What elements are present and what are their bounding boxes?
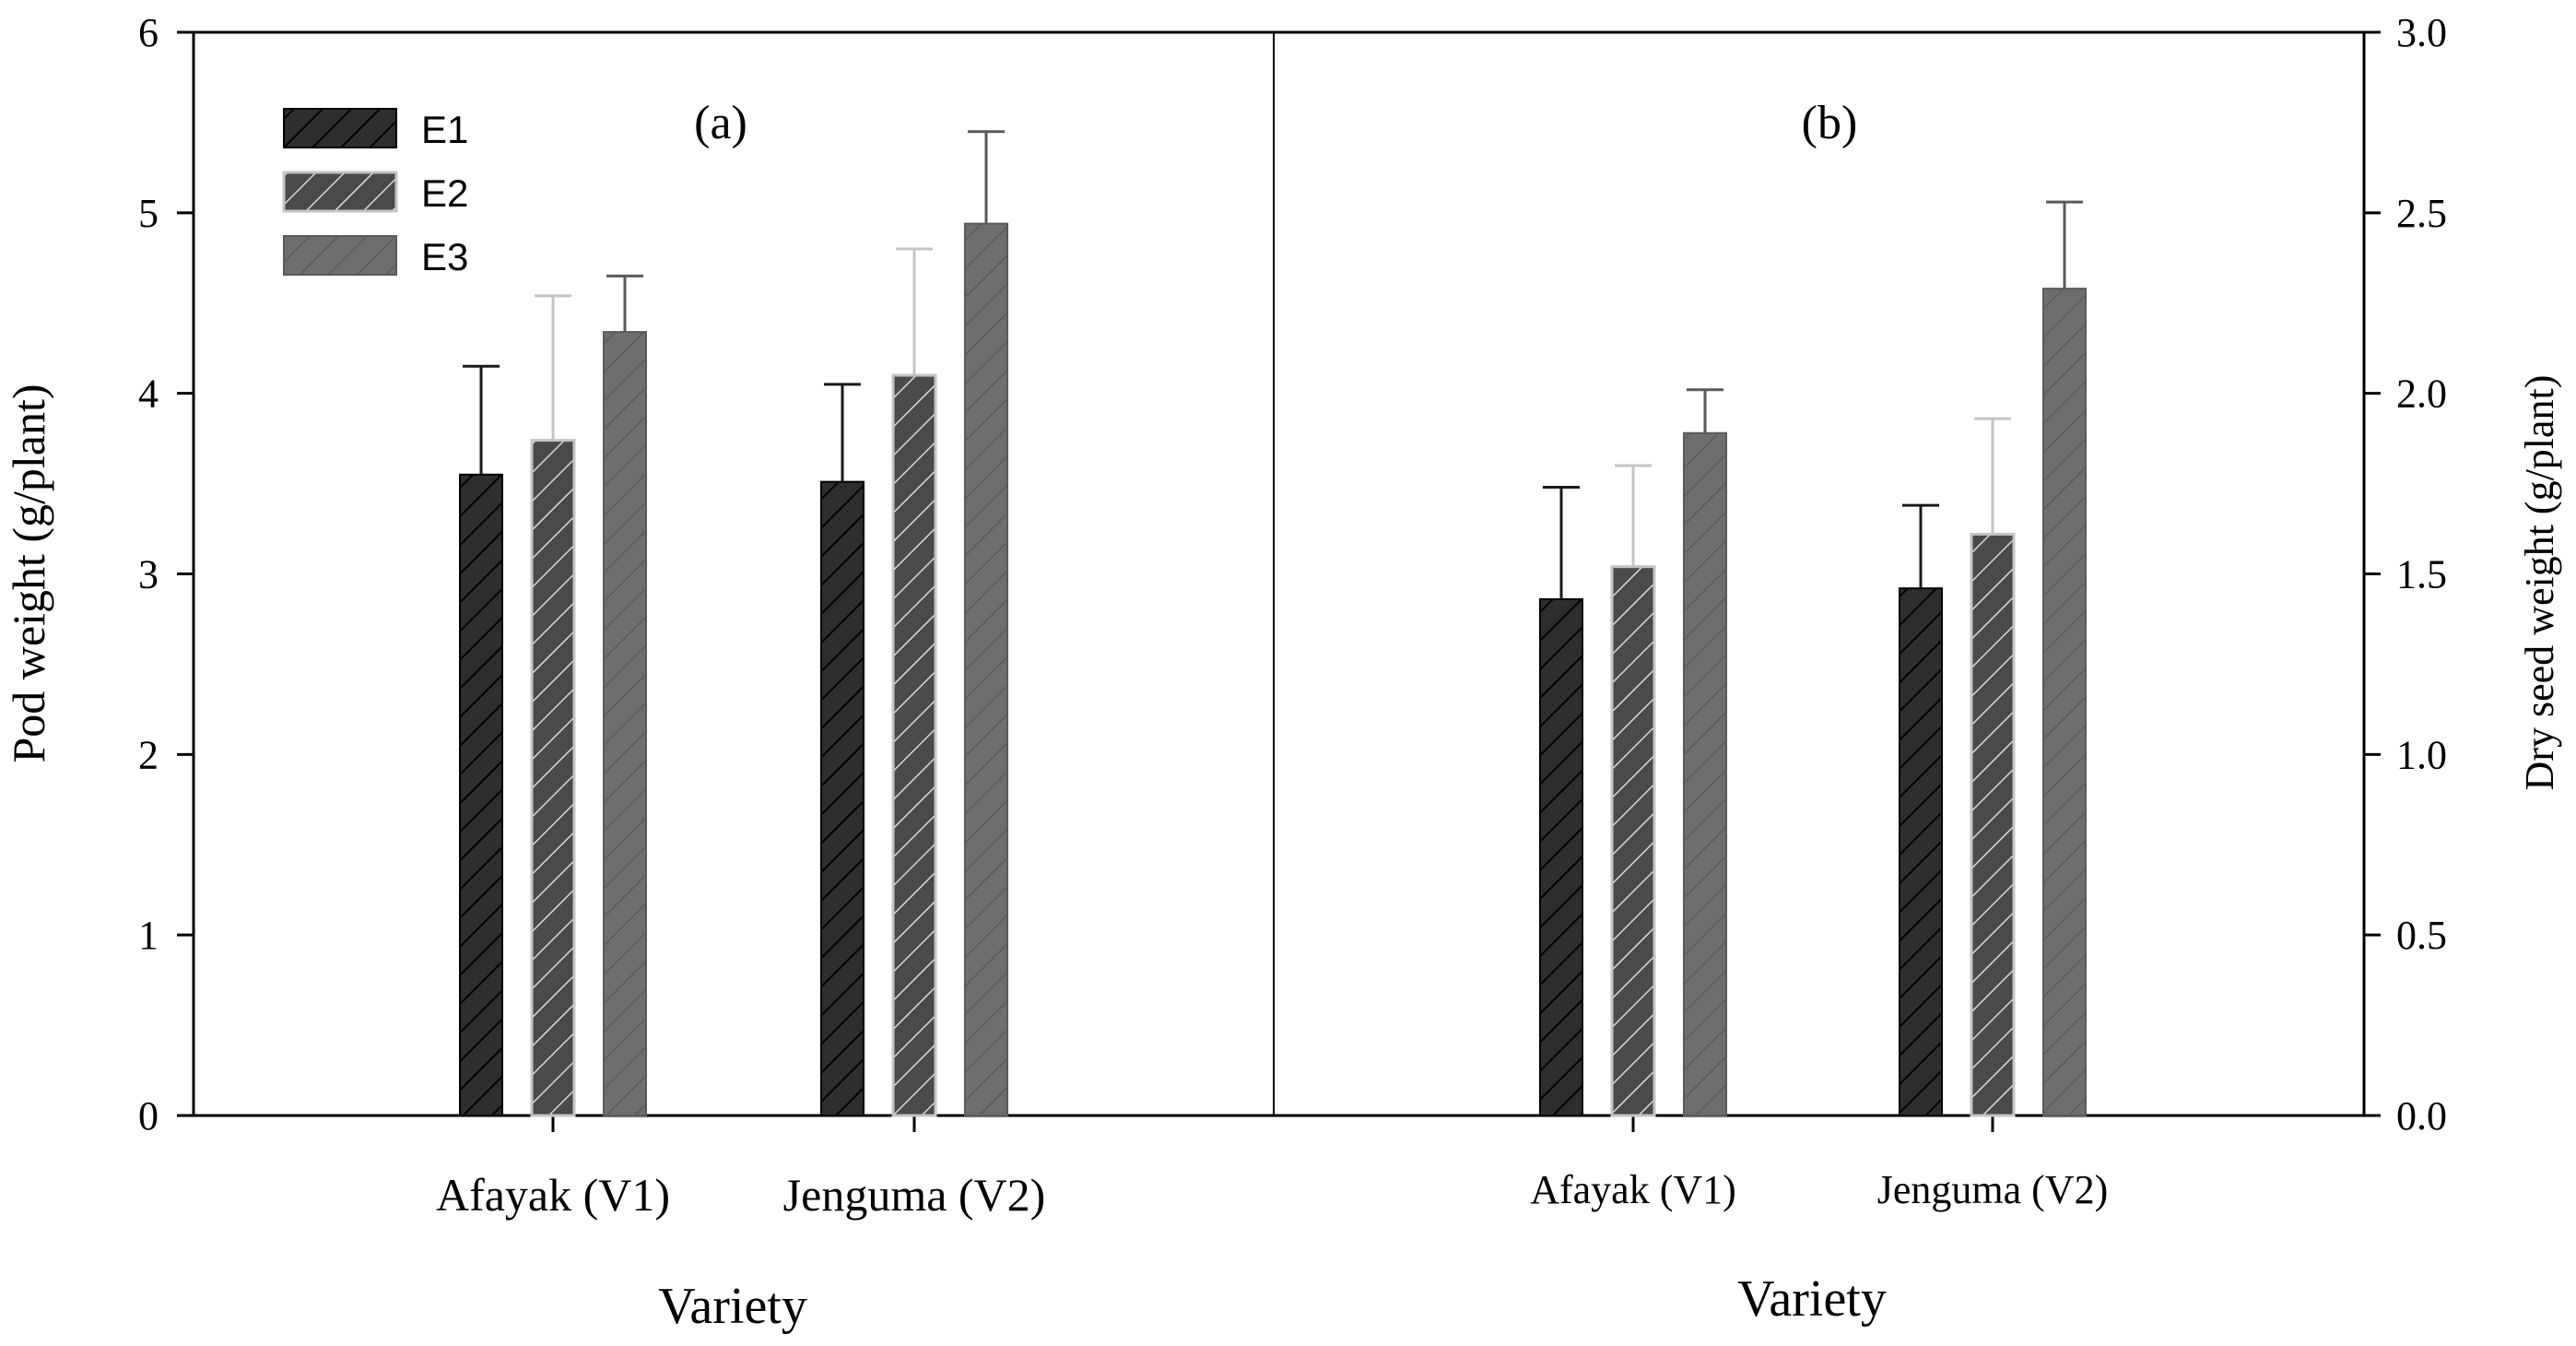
bar-b-e3-jenguma: [2042, 288, 2087, 1117]
x-tick-label-afayak-b: Afayak (V1): [1530, 1167, 1736, 1212]
y-tick-label-right-1: 0.5: [2396, 913, 2447, 958]
x-axis-panel-b: Afayak (V1) Jenguma (V2) Variety: [1530, 1116, 2108, 1328]
y-axis-right: 0.0 0.5 1.0 1.5 2.0 2.5 3.0 Dry seed weight (g…: [2364, 10, 2562, 1139]
y-tick-label-right-3: 1.5: [2396, 552, 2447, 597]
legend-swatch-e1: [283, 108, 397, 148]
bar-b-e1-jenguma: [1899, 587, 1943, 1116]
y-tick-label-left-4: 4: [138, 372, 159, 417]
y-tick-label-left-2: 2: [138, 732, 159, 777]
y-tick-label-left-0: 0: [138, 1093, 159, 1139]
x-axis-label-b: Variety: [1737, 1270, 1887, 1328]
legend-item-e3: E3: [283, 235, 468, 278]
legend-swatch-e2: [282, 171, 398, 213]
y-tick-label-left-1: 1: [138, 913, 159, 958]
bar-b-e3-afayak: [1683, 431, 1727, 1116]
bar-a-e3-afayak: [603, 331, 647, 1117]
x-tick-label-jenguma-a: Jenguma (V2): [783, 1169, 1046, 1221]
y-tick-label-right-4: 2.0: [2396, 372, 2447, 417]
legend-swatch-e3: [283, 235, 397, 276]
legend: E1 E2 E3: [282, 108, 468, 278]
bar-b-e1-afayak: [1539, 597, 1583, 1116]
x-axis-label-a: Variety: [658, 1278, 807, 1335]
y-axis-label-right: Dry seed weight (g/plant): [2517, 375, 2562, 791]
bar-a-e2-jenguma: [891, 373, 937, 1117]
y-axis-label-left: Pod weight (g/plant): [3, 384, 54, 762]
y-tick-label-right-0: 0.0: [2396, 1093, 2447, 1139]
plot-frame: [192, 30, 2366, 1117]
y-tick-label-right-6: 3.0: [2396, 10, 2447, 55]
legend-label-e1: E1: [421, 108, 468, 151]
legend-item-e2: E2: [282, 171, 468, 215]
y-tick-label-left-3: 3: [138, 552, 159, 597]
bar-marks: [459, 130, 2087, 1117]
y-tick-label-left-6: 6: [138, 10, 159, 55]
bar-a-e3-jenguma: [964, 222, 1008, 1117]
panel-a-title: (a): [694, 97, 747, 149]
legend-label-e2: E2: [421, 171, 468, 215]
y-tick-label-right-2: 1.0: [2396, 732, 2447, 777]
bar-b-e2-afayak: [1610, 565, 1656, 1117]
y-ticks-left: 0 1 2 3 4 5 6: [138, 10, 194, 1139]
x-tick-label-jenguma-b: Jenguma (V2): [1877, 1167, 2109, 1212]
legend-label-e3: E3: [421, 235, 468, 278]
y-ticks-right: 0.0 0.5 1.0 1.5 2.0 2.5 3.0: [2364, 10, 2447, 1139]
y-tick-label-right-5: 2.5: [2396, 191, 2447, 236]
bar-a-e1-jenguma: [820, 480, 865, 1116]
y-tick-label-left-5: 5: [138, 191, 159, 236]
x-tick-label-afayak-a: Afayak (V1): [436, 1169, 670, 1221]
bar-b-e2-jenguma: [1970, 532, 2016, 1117]
bar-a-e2-afayak: [530, 439, 576, 1117]
panel-b-title: (b): [1802, 97, 1858, 149]
y-axis-left: 0 1 2 3 4 5 6 Pod weight (g/plant): [3, 10, 194, 1139]
bar-a-e1-afayak: [459, 473, 503, 1116]
legend-item-e1: E1: [283, 108, 468, 151]
x-axis-panel-a: Afayak (V1) Jenguma (V2) Variety: [436, 1116, 1045, 1335]
